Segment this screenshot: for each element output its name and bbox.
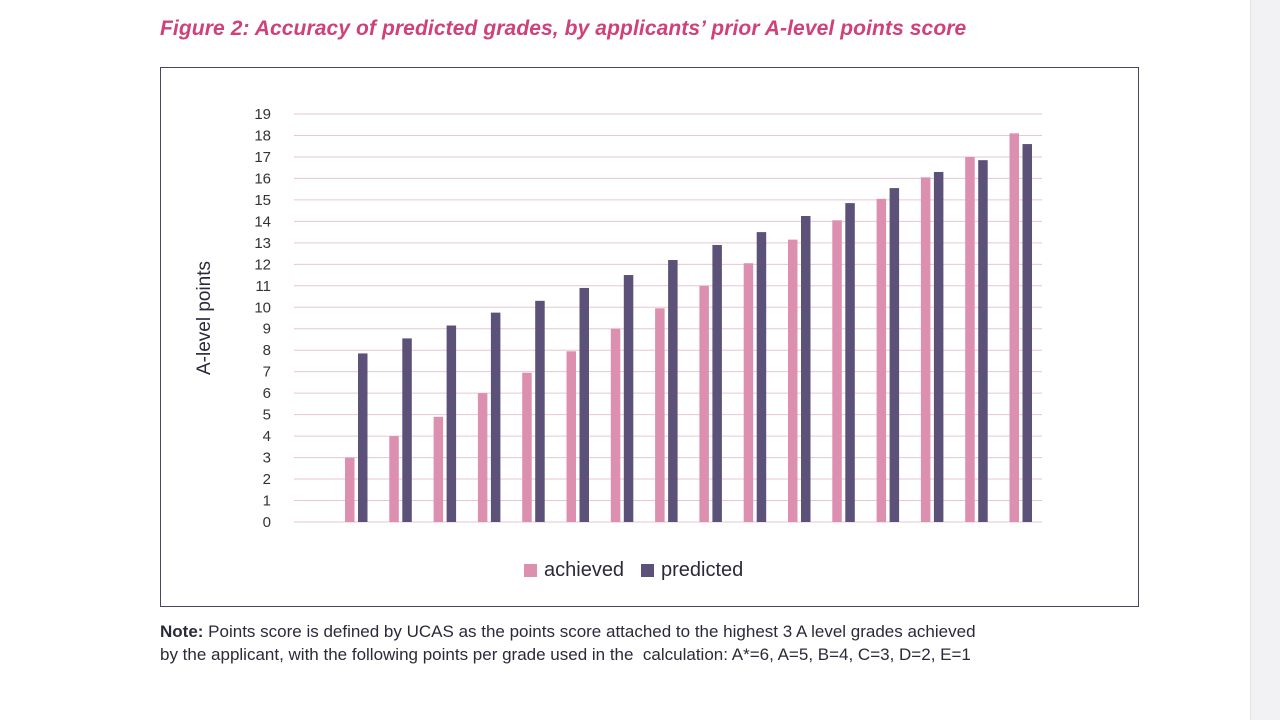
y-tick-label-2: 2	[263, 471, 271, 488]
y-tick-label-17: 17	[254, 149, 271, 166]
note-text-2: by the applicant, with the following poi…	[160, 645, 971, 664]
figure-title: Figure 2: Accuracy of predicted grades, …	[160, 17, 967, 40]
legend-swatch-achieved	[524, 564, 537, 577]
bar-achieved-9	[699, 285, 709, 522]
y-tick-label-15: 15	[254, 192, 271, 209]
chart-frame: 0 1 2 3 4 5 6 7 8 9 10 11 12 13 14 15 16 17 18 19 A-level po…	[160, 67, 1139, 607]
bar-predicted-10	[756, 232, 767, 522]
note-label: Note:	[160, 622, 204, 641]
note-line-1: Note: Points score is defined by UCAS as…	[160, 620, 1160, 643]
y-tick-label-4: 4	[263, 428, 271, 445]
bar-predicted-7	[623, 275, 634, 522]
legend-label-predicted: predicted	[661, 559, 743, 581]
bar-predicted-16	[1022, 144, 1032, 522]
bar-achieved-14	[920, 177, 931, 523]
y-tick-label-18: 18	[254, 127, 271, 144]
bar-achieved-6	[566, 351, 576, 522]
y-tick-label-0: 0	[263, 514, 271, 531]
bar-achieved-11	[788, 239, 798, 523]
note-text-1: Points score is defined by UCAS as the p…	[203, 622, 976, 641]
bar-predicted-8	[668, 260, 678, 522]
y-tick-label-9: 9	[263, 321, 271, 338]
y-tick-label-14: 14	[254, 213, 271, 230]
legend-label-achieved: achieved	[544, 559, 624, 581]
bar-achieved-8	[655, 308, 665, 522]
bar-predicted-11	[801, 216, 811, 522]
bar-achieved-12	[832, 220, 842, 522]
y-tick-label-6: 6	[263, 385, 271, 402]
bar-achieved-1	[345, 457, 355, 522]
bar-predicted-1	[358, 353, 368, 522]
bar-predicted-2	[402, 338, 412, 522]
bar-predicted-4	[490, 312, 501, 522]
legend-swatch-predicted	[641, 564, 654, 577]
bar-achieved-16	[1009, 133, 1019, 522]
y-tick-label-7: 7	[263, 364, 271, 381]
y-tick-label-1: 1	[263, 493, 271, 510]
bar-achieved-13	[876, 198, 887, 523]
y-tick-label-19: 19	[254, 106, 271, 123]
y-tick-label-10: 10	[254, 299, 271, 316]
y-tick-label-13: 13	[254, 235, 271, 252]
y-tick-label-3: 3	[263, 450, 271, 467]
y-axis-label: A-level points	[194, 261, 215, 375]
bar-achieved-10	[743, 263, 754, 522]
y-tick-label-8: 8	[263, 342, 271, 359]
bar-achieved-4	[477, 393, 488, 522]
y-tick-label-16: 16	[254, 170, 271, 187]
figure-note: Note: Points score is defined by UCAS as…	[160, 620, 1160, 666]
bar-predicted-14	[933, 171, 944, 522]
bar-predicted-6	[579, 287, 589, 522]
bar-predicted-3	[446, 325, 457, 522]
bar-achieved-7	[610, 328, 621, 522]
bar-predicted-15	[978, 160, 988, 522]
bar-predicted-5	[535, 300, 545, 522]
y-tick-label-12: 12	[254, 256, 271, 273]
page-edge-scroll-area	[1250, 0, 1280, 720]
bar-achieved-3	[433, 416, 444, 522]
y-tick-label-5: 5	[263, 407, 271, 424]
bar-predicted-9	[712, 244, 722, 522]
bar-predicted-13	[889, 188, 900, 522]
bar-achieved-2	[389, 436, 399, 522]
y-tick-label-11: 11	[255, 278, 271, 295]
bar-predicted-12	[845, 203, 855, 522]
bar-achieved-5	[522, 372, 532, 522]
bar-achieved-15	[965, 156, 975, 522]
